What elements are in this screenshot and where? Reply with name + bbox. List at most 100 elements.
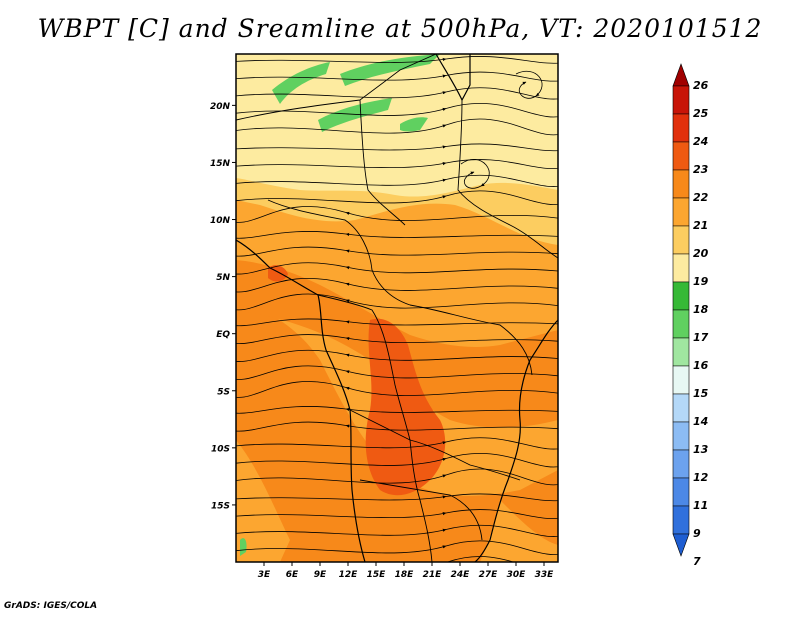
- streamline: [236, 87, 558, 100]
- streamline: [236, 540, 558, 555]
- colorbar-swatch: [672, 85, 690, 115]
- colorbar-label: 7: [693, 555, 701, 568]
- streamline: [236, 334, 558, 345]
- streamline: [236, 231, 558, 240]
- colorbar-label: 11: [693, 499, 708, 512]
- streamline: [236, 349, 558, 363]
- colorbar-swatch: [672, 393, 690, 423]
- colorbar-swatch: [672, 337, 690, 367]
- colorbar-label: 16: [693, 359, 709, 372]
- colorbar-label: 18: [693, 303, 709, 316]
- colorbar-swatch: [672, 477, 690, 507]
- country-borders: [236, 54, 558, 562]
- lat-tick-label: EQ: [216, 330, 230, 340]
- colorbar-swatch: [672, 309, 690, 339]
- streamline: [236, 468, 558, 486]
- lon-tick-label: 30E: [507, 570, 527, 580]
- streamline: [236, 318, 558, 327]
- colorbar-label: 14: [693, 415, 708, 428]
- wbpt-field-17-18-a: [272, 62, 330, 104]
- streamline: [236, 103, 558, 118]
- streamline: [236, 493, 558, 502]
- streamline: [515, 70, 543, 99]
- lon-tick-label: 6E: [286, 570, 299, 580]
- streamline: [236, 246, 558, 257]
- streamline: [236, 206, 558, 223]
- streamline: [236, 421, 558, 432]
- footer-credit: GrADS: IGES/COLA: [4, 601, 98, 611]
- map-plot-area: [236, 54, 558, 562]
- map-title: WBPT [C] and Sreamline at 500hPa, VT: 20…: [37, 14, 763, 43]
- colorbar-label: 24: [693, 135, 708, 148]
- streamline: [236, 262, 558, 275]
- colorbar-label: 19: [693, 275, 709, 288]
- lon-tick-label: 33E: [535, 570, 555, 580]
- streamline: [236, 159, 558, 170]
- colorbar-swatch: [672, 63, 690, 87]
- lon-tick-label: 12E: [339, 570, 359, 580]
- colorbar-label: 22: [693, 191, 709, 204]
- lat-tick-label: 15S: [211, 501, 230, 511]
- streamlines: [236, 56, 558, 562]
- lon-tick-label: 27E: [479, 570, 499, 580]
- colorbar-label: 25: [693, 107, 709, 120]
- colorbar-swatch: [672, 113, 690, 143]
- colorbar-swatch: [672, 449, 690, 479]
- colorbar-swatch: [672, 505, 690, 535]
- streamline: [236, 406, 558, 415]
- streamline: [236, 174, 558, 187]
- colorbar-swatch: [672, 253, 690, 283]
- lat-tick-label: 5N: [216, 273, 230, 283]
- colorbar-label: 9: [693, 527, 701, 540]
- colorbar-swatch: [672, 421, 690, 451]
- lon-tick-label: 18E: [395, 570, 415, 580]
- lat-tick-label: 10S: [211, 444, 230, 454]
- streamline: [236, 524, 558, 537]
- streamline: [236, 118, 558, 136]
- lat-tick-label: 20N: [210, 102, 231, 112]
- lon-tick-label: 3E: [258, 570, 271, 580]
- lon-tick-label: 9E: [314, 570, 327, 580]
- wbpt-field-23-24-core: [365, 318, 446, 496]
- wbpt-field-17-18-e: [240, 538, 247, 556]
- colorbar-swatch: [672, 365, 690, 395]
- colorbar-swatch: [672, 225, 690, 255]
- streamline: [236, 278, 558, 293]
- streamline: [236, 509, 558, 520]
- colorbar: 26 25 24 23 22 21 20 19 18 17 16 15 14 13 12 11 9 7: [672, 63, 709, 568]
- colorbar-label: 20: [693, 247, 709, 260]
- colorbar-swatch: [672, 533, 690, 557]
- colorbar-swatch: [672, 169, 690, 199]
- colorbar-label: 15: [693, 387, 709, 400]
- colorbar-label: 13: [693, 443, 709, 456]
- streamline: [236, 437, 558, 450]
- lat-tick-label: 15N: [210, 159, 231, 169]
- streamline: [236, 143, 558, 152]
- colorbar-label: 23: [693, 163, 709, 176]
- streamline: [236, 453, 558, 468]
- colorbar-label: 17: [693, 331, 709, 344]
- lon-tick-label: 21E: [423, 570, 443, 580]
- longitude-axis: 3E 6E 9E 12E 15E 18E 21E 24E 27E 30E 33E: [258, 562, 554, 580]
- lat-tick-label: 5S: [217, 387, 230, 397]
- colorbar-swatch: [672, 281, 690, 311]
- lat-tick-label: 10N: [210, 216, 231, 226]
- streamline: [236, 71, 558, 82]
- colorbar-label: 26: [693, 79, 709, 92]
- wbpt-field-17-18-c: [318, 98, 392, 132]
- streamline: [236, 293, 558, 311]
- wbpt-field-19-20: [236, 54, 558, 197]
- streamline: [460, 158, 490, 189]
- colorbar-swatch: [672, 197, 690, 227]
- lon-tick-label: 15E: [367, 570, 387, 580]
- colorbar-label: 12: [693, 471, 709, 484]
- latitude-axis: 20N 15N 10N 5N EQ 5S 10S 15S: [210, 102, 236, 511]
- map-frame: [235, 53, 559, 563]
- streamline: [236, 381, 558, 398]
- lon-tick-label: 24E: [451, 570, 471, 580]
- streamline: [236, 365, 558, 380]
- colorbar-swatch: [672, 141, 690, 171]
- streamline: [236, 190, 558, 205]
- colorbar-label: 21: [693, 219, 708, 232]
